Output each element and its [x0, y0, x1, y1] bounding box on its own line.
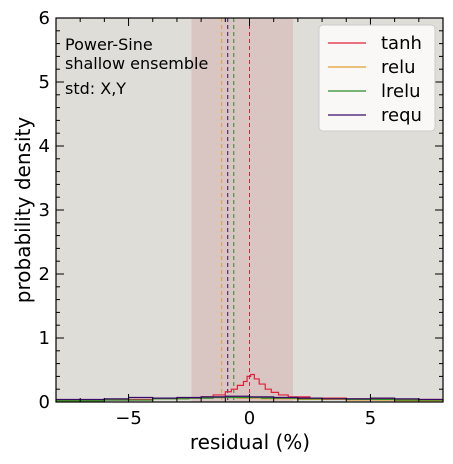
y-tick-label: 1	[39, 328, 50, 349]
y-tick-label: 2	[39, 264, 50, 285]
x-axis-title: residual (%)	[190, 430, 310, 454]
y-tick-label: 4	[39, 136, 50, 157]
y-axis-title: probability density	[11, 117, 35, 304]
legend-label-requ: requ	[381, 105, 422, 126]
annotation-model: Power-Sine	[65, 35, 153, 54]
y-tick-label: 3	[39, 200, 50, 221]
x-tick-labels: −5 0 5	[115, 408, 376, 429]
y-tick-labels: 0 1 2 3 4 5 6	[39, 8, 50, 413]
legend-label-relu: relu	[381, 57, 416, 78]
y-tick-label: 5	[39, 72, 50, 93]
legend-label-lrelu: lrelu	[381, 81, 421, 102]
shaded-band	[191, 18, 293, 402]
y-tick-label: 0	[39, 392, 50, 413]
annotation-ensemble: shallow ensemble	[65, 54, 208, 73]
x-tick-label: 0	[244, 408, 255, 429]
x-tick-label: 5	[365, 408, 376, 429]
annotation-std: std: X,Y	[65, 79, 126, 98]
y-tick-label: 6	[39, 8, 50, 29]
legend: tanh relu lrelu requ	[319, 25, 435, 131]
x-tick-label: −5	[115, 408, 142, 429]
legend-label-tanh: tanh	[381, 33, 422, 54]
